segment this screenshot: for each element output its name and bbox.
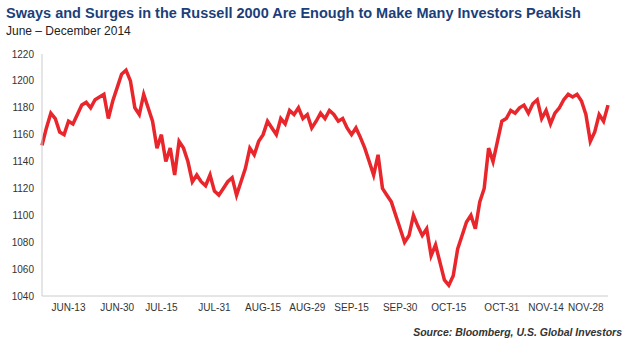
svg-text:NOV-28: NOV-28 <box>568 302 604 313</box>
svg-text:1160: 1160 <box>12 129 34 140</box>
svg-text:OCT-31: OCT-31 <box>484 302 519 313</box>
svg-text:1100: 1100 <box>12 210 34 221</box>
svg-text:1120: 1120 <box>12 183 34 194</box>
svg-text:1080: 1080 <box>12 237 35 248</box>
svg-text:NOV-14: NOV-14 <box>528 302 564 313</box>
svg-text:JUL-31: JUL-31 <box>198 302 231 313</box>
svg-text:SEP-30: SEP-30 <box>383 302 418 313</box>
svg-text:1060: 1060 <box>12 264 35 275</box>
svg-text:JUN-30: JUN-30 <box>100 302 134 313</box>
svg-text:1200: 1200 <box>12 75 35 86</box>
html-text:June – December 2014: June – December 2014 <box>6 24 131 38</box>
html-text:Source: Bloomberg, U.S. Global: Source: Bloomberg, U.S. Global Investors <box>413 326 622 338</box>
svg-text:AUG-15: AUG-15 <box>245 302 282 313</box>
html-text:Sways and Surges in the Russel: Sways and Surges in the Russell 2000 Are… <box>6 5 581 21</box>
svg-text:SEP-15: SEP-15 <box>334 302 369 313</box>
svg-text:1040: 1040 <box>12 291 35 302</box>
svg-text:AUG-29: AUG-29 <box>289 302 326 313</box>
svg-text:JUN-13: JUN-13 <box>52 302 86 313</box>
svg-text:1180: 1180 <box>12 102 34 113</box>
svg-text:JUL-15: JUL-15 <box>145 302 178 313</box>
svg-text:1220: 1220 <box>12 49 35 60</box>
svg-text:1140: 1140 <box>12 156 34 167</box>
svg-text:OCT-15: OCT-15 <box>431 302 466 313</box>
